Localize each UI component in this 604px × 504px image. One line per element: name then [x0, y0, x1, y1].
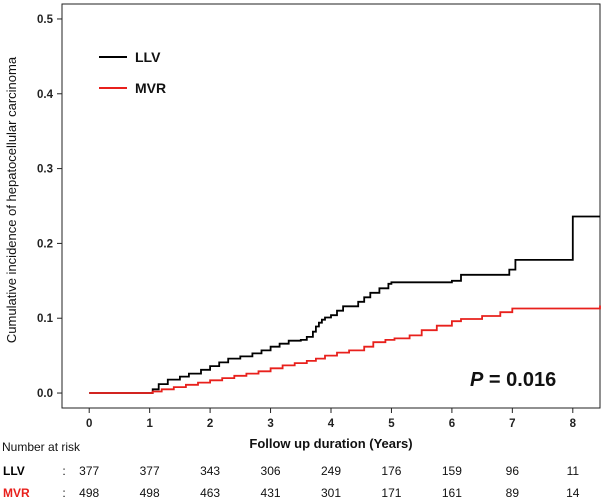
y-tick-label: 0.3 [37, 164, 53, 176]
legend-label-mvr: MVR [135, 80, 166, 96]
risk-value: 176 [381, 464, 401, 478]
series-layer [89, 215, 601, 394]
risk-value: 498 [79, 486, 99, 500]
risk-row-label-llv: LLV [3, 464, 25, 478]
series-line-mvr [89, 305, 601, 394]
risk-value: 377 [79, 464, 99, 478]
x-axis-label: Follow up duration (Years) [249, 436, 412, 451]
risk-row-colon: : [62, 486, 65, 500]
y-tick-label: 0.5 [37, 14, 54, 26]
x-tick-label: 3 [267, 418, 273, 430]
legend: LLV MVR [99, 49, 166, 96]
y-tick-label: 0.0 [37, 388, 53, 400]
x-tick-label: 7 [509, 418, 515, 430]
risk-value: 171 [381, 486, 401, 500]
x-tick-label: 4 [328, 418, 335, 430]
risk-value: 89 [506, 486, 520, 500]
y-tick-label: 0.1 [37, 313, 54, 325]
risk-value: 377 [140, 464, 160, 478]
risk-value: 431 [261, 486, 281, 500]
x-tick-label: 0 [86, 418, 92, 430]
y-axis-label: Cumulative incidence of hepatocellular c… [4, 56, 19, 343]
x-tick-label: 6 [449, 418, 455, 430]
risk-value: 343 [200, 464, 220, 478]
p-value-text: = 0.016 [483, 369, 556, 391]
risk-value: 11 [567, 464, 580, 478]
x-tick-label: 2 [207, 418, 213, 430]
risk-value: 161 [442, 486, 462, 500]
risk-table-title: Number at risk [2, 440, 81, 454]
x-axis: 0 1 2 3 4 5 6 7 8 [86, 408, 577, 430]
x-tick-label: 8 [570, 418, 577, 430]
p-value-annotation: P = 0.016 [470, 369, 556, 391]
risk-value: 463 [200, 486, 220, 500]
series-line-llv [89, 215, 600, 394]
risk-value: 159 [442, 464, 462, 478]
x-tick-label: 5 [388, 418, 395, 430]
risk-value: 301 [321, 486, 341, 500]
risk-value: 14 [566, 486, 580, 500]
risk-value: 306 [261, 464, 281, 478]
y-tick-label: 0.4 [37, 89, 54, 101]
risk-row-colon: : [62, 464, 65, 478]
risk-row-label-mvr: MVR [3, 486, 30, 500]
p-value-symbol: P [470, 369, 484, 391]
x-tick-label: 1 [146, 418, 153, 430]
risk-value: 96 [506, 464, 520, 478]
y-tick-label: 0.2 [37, 238, 53, 250]
risk-value: 249 [321, 464, 341, 478]
y-axis: 0.0 0.1 0.2 0.3 0.4 0.5 [37, 14, 62, 400]
legend-label-llv: LLV [135, 49, 161, 65]
risk-value: 498 [140, 486, 160, 500]
